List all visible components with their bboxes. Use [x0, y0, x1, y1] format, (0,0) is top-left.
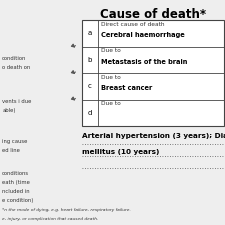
- Bar: [82, 20, 224, 126]
- Text: Cerebral haemorrhage: Cerebral haemorrhage: [101, 32, 185, 38]
- Text: ed line: ed line: [2, 148, 20, 153]
- Text: e condition): e condition): [2, 198, 34, 203]
- Text: Due to: Due to: [101, 75, 121, 80]
- Text: Direct cause of death: Direct cause of death: [101, 22, 165, 27]
- Text: c: c: [88, 83, 92, 89]
- Text: eath (time: eath (time: [2, 180, 30, 185]
- Text: e, injury, or complication that caused death.: e, injury, or complication that caused d…: [2, 217, 99, 221]
- Text: Metastasis of the brain: Metastasis of the brain: [101, 58, 188, 65]
- Text: o death on: o death on: [2, 65, 31, 70]
- Text: ing cause: ing cause: [2, 140, 28, 144]
- Text: Due to: Due to: [101, 101, 121, 106]
- Text: Breast cancer: Breast cancer: [101, 85, 153, 91]
- Text: ncluded in: ncluded in: [2, 189, 30, 194]
- Text: mellitus (10 years): mellitus (10 years): [82, 149, 160, 155]
- Text: a: a: [88, 30, 92, 36]
- Text: Cause of death*: Cause of death*: [100, 8, 206, 21]
- Text: Arterial hypertension (3 years); Diabetes: Arterial hypertension (3 years); Diabete…: [82, 133, 225, 139]
- Text: *n the mode of dying, e.g. heart failure, respiratory failure.: *n the mode of dying, e.g. heart failure…: [2, 208, 131, 212]
- Text: conditions: conditions: [2, 171, 29, 176]
- Text: condition: condition: [2, 56, 27, 61]
- Text: b: b: [88, 57, 92, 63]
- Text: vents i due: vents i due: [2, 99, 32, 104]
- Text: able): able): [2, 108, 16, 113]
- Text: Due to: Due to: [101, 49, 121, 54]
- Text: d: d: [88, 110, 92, 116]
